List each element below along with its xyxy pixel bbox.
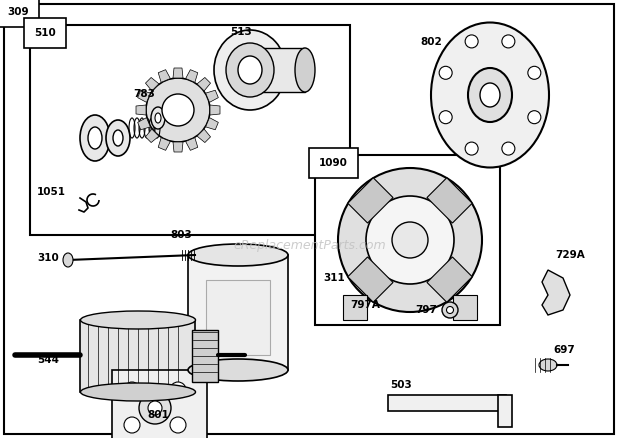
Text: 1051: 1051 [37,187,66,197]
Text: 729A: 729A [555,250,585,260]
Polygon shape [185,138,198,150]
Text: 311: 311 [323,273,345,283]
Ellipse shape [106,120,130,156]
Ellipse shape [214,30,286,110]
Circle shape [442,302,458,318]
Text: 510: 510 [34,28,56,38]
Bar [112,370,207,438]
Polygon shape [158,70,170,82]
Circle shape [465,35,478,48]
Polygon shape [146,129,159,142]
Polygon shape [348,178,393,223]
Text: 803: 803 [170,230,192,240]
Circle shape [124,382,140,398]
Circle shape [170,417,186,433]
Ellipse shape [113,130,123,146]
Circle shape [139,392,171,424]
Bar [315,155,500,325]
Ellipse shape [431,22,549,167]
Ellipse shape [63,253,73,267]
Circle shape [366,196,454,284]
Ellipse shape [480,83,500,107]
Circle shape [502,142,515,155]
Ellipse shape [226,43,274,97]
Circle shape [162,94,194,126]
Bar [192,330,218,382]
Polygon shape [197,129,211,142]
Circle shape [338,168,482,312]
Text: eReplacementParts.com: eReplacementParts.com [234,239,386,251]
Text: 503: 503 [390,380,412,390]
Polygon shape [343,295,367,320]
Polygon shape [185,70,198,82]
Text: 544: 544 [37,355,59,365]
Bar [498,395,512,427]
Text: 797A: 797A [350,300,380,310]
Bar [250,48,305,92]
Circle shape [392,222,428,258]
Polygon shape [427,178,472,223]
Ellipse shape [151,107,165,129]
Ellipse shape [81,383,195,401]
Circle shape [528,111,541,124]
Bar [206,280,270,355]
Text: 309: 309 [7,7,29,17]
Ellipse shape [188,359,288,381]
Polygon shape [210,105,220,115]
Polygon shape [197,78,211,91]
Text: 802: 802 [420,37,441,47]
Circle shape [124,417,140,433]
Ellipse shape [80,115,110,161]
Bar [30,25,350,235]
Text: 801: 801 [147,410,169,420]
Circle shape [439,111,452,124]
Polygon shape [453,295,477,320]
Polygon shape [206,118,218,130]
Text: 513: 513 [230,27,252,37]
Ellipse shape [155,113,161,123]
Polygon shape [348,257,393,302]
Text: 1090: 1090 [319,158,348,168]
Polygon shape [542,270,570,315]
Ellipse shape [81,311,195,329]
Polygon shape [173,68,183,78]
Circle shape [465,142,478,155]
Text: 783: 783 [133,89,155,99]
Circle shape [170,382,186,398]
Ellipse shape [188,244,288,266]
Ellipse shape [295,48,315,92]
Circle shape [146,78,210,142]
Polygon shape [146,78,159,91]
Circle shape [528,66,541,79]
Ellipse shape [88,127,102,149]
Circle shape [148,401,162,415]
Polygon shape [158,138,170,150]
Bar [188,255,288,370]
Ellipse shape [539,359,557,371]
Polygon shape [206,90,218,102]
Ellipse shape [468,68,512,122]
Text: 310: 310 [37,253,59,263]
Text: 697: 697 [553,345,575,355]
Polygon shape [138,118,150,130]
Text: 797: 797 [415,305,437,315]
Bar [80,320,195,392]
Circle shape [439,66,452,79]
Ellipse shape [238,56,262,84]
Polygon shape [138,90,150,102]
Polygon shape [136,105,146,115]
Circle shape [446,307,453,314]
Bar [388,395,506,411]
Polygon shape [173,142,183,152]
Circle shape [502,35,515,48]
Polygon shape [427,257,472,302]
